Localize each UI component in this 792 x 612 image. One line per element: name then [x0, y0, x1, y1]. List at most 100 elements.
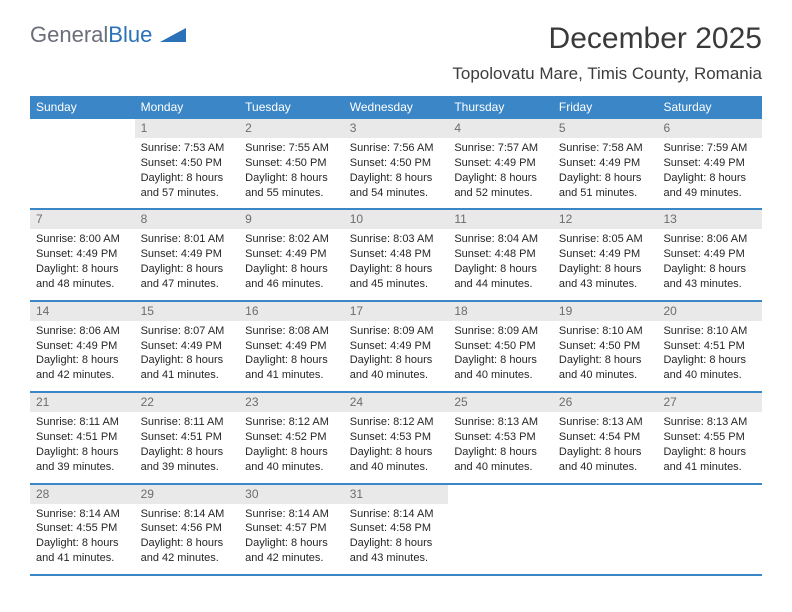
- sunset-text: Sunset: 4:49 PM: [36, 339, 129, 354]
- sunrise-text: Sunrise: 8:00 AM: [36, 232, 129, 247]
- calendar-day: 4Sunrise: 7:57 AMSunset: 4:49 PMDaylight…: [448, 119, 553, 208]
- day-number: 12: [553, 210, 658, 229]
- daylight-text: Daylight: 8 hours and 40 minutes.: [350, 353, 443, 383]
- calendar-header-cell: Friday: [553, 96, 658, 119]
- calendar-day: 11Sunrise: 8:04 AMSunset: 4:48 PMDayligh…: [448, 210, 553, 299]
- daylight-text: Daylight: 8 hours and 40 minutes.: [350, 445, 443, 475]
- sunset-text: Sunset: 4:50 PM: [559, 339, 652, 354]
- day-number: 1: [135, 119, 240, 138]
- calendar-day: 25Sunrise: 8:13 AMSunset: 4:53 PMDayligh…: [448, 393, 553, 482]
- day-number: 31: [344, 485, 449, 504]
- sunrise-text: Sunrise: 8:04 AM: [454, 232, 547, 247]
- sunset-text: Sunset: 4:55 PM: [36, 521, 129, 536]
- calendar-week: 14Sunrise: 8:06 AMSunset: 4:49 PMDayligh…: [30, 302, 762, 393]
- sunset-text: Sunset: 4:51 PM: [663, 339, 756, 354]
- daylight-text: Daylight: 8 hours and 42 minutes.: [36, 353, 129, 383]
- day-number: 20: [657, 302, 762, 321]
- day-number: 3: [344, 119, 449, 138]
- day-number: 25: [448, 393, 553, 412]
- day-number: 18: [448, 302, 553, 321]
- daylight-text: Daylight: 8 hours and 40 minutes.: [559, 445, 652, 475]
- sunset-text: Sunset: 4:49 PM: [663, 156, 756, 171]
- sunrise-text: Sunrise: 8:14 AM: [245, 507, 338, 522]
- daylight-text: Daylight: 8 hours and 48 minutes.: [36, 262, 129, 292]
- daylight-text: Daylight: 8 hours and 54 minutes.: [350, 171, 443, 201]
- calendar-header-cell: Monday: [135, 96, 240, 119]
- sunrise-text: Sunrise: 8:13 AM: [454, 415, 547, 430]
- calendar-day: 14Sunrise: 8:06 AMSunset: 4:49 PMDayligh…: [30, 302, 135, 391]
- sunrise-text: Sunrise: 8:10 AM: [663, 324, 756, 339]
- calendar-day: 16Sunrise: 8:08 AMSunset: 4:49 PMDayligh…: [239, 302, 344, 391]
- daylight-text: Daylight: 8 hours and 45 minutes.: [350, 262, 443, 292]
- calendar-day: 13Sunrise: 8:06 AMSunset: 4:49 PMDayligh…: [657, 210, 762, 299]
- sunset-text: Sunset: 4:53 PM: [454, 430, 547, 445]
- sunrise-text: Sunrise: 8:03 AM: [350, 232, 443, 247]
- sunrise-text: Sunrise: 8:05 AM: [559, 232, 652, 247]
- day-number: 5: [553, 119, 658, 138]
- daylight-text: Daylight: 8 hours and 46 minutes.: [245, 262, 338, 292]
- sunrise-text: Sunrise: 7:59 AM: [663, 141, 756, 156]
- daylight-text: Daylight: 8 hours and 41 minutes.: [36, 536, 129, 566]
- day-number: 2: [239, 119, 344, 138]
- sunrise-text: Sunrise: 8:14 AM: [36, 507, 129, 522]
- calendar-day: 19Sunrise: 8:10 AMSunset: 4:50 PMDayligh…: [553, 302, 658, 391]
- daylight-text: Daylight: 8 hours and 40 minutes.: [559, 353, 652, 383]
- daylight-text: Daylight: 8 hours and 44 minutes.: [454, 262, 547, 292]
- sunrise-text: Sunrise: 8:08 AM: [245, 324, 338, 339]
- calendar-header-cell: Thursday: [448, 96, 553, 119]
- day-number: 28: [30, 485, 135, 504]
- sunset-text: Sunset: 4:49 PM: [559, 247, 652, 262]
- sunrise-text: Sunrise: 8:01 AM: [141, 232, 234, 247]
- sunrise-text: Sunrise: 8:14 AM: [350, 507, 443, 522]
- sunrise-text: Sunrise: 8:14 AM: [141, 507, 234, 522]
- logo-triangle-icon: [160, 28, 186, 44]
- sunset-text: Sunset: 4:48 PM: [454, 247, 547, 262]
- calendar-day: 6Sunrise: 7:59 AMSunset: 4:49 PMDaylight…: [657, 119, 762, 208]
- calendar-day: 3Sunrise: 7:56 AMSunset: 4:50 PMDaylight…: [344, 119, 449, 208]
- calendar-day: 18Sunrise: 8:09 AMSunset: 4:50 PMDayligh…: [448, 302, 553, 391]
- daylight-text: Daylight: 8 hours and 40 minutes.: [663, 353, 756, 383]
- calendar-day: [657, 485, 762, 574]
- daylight-text: Daylight: 8 hours and 39 minutes.: [36, 445, 129, 475]
- daylight-text: Daylight: 8 hours and 43 minutes.: [350, 536, 443, 566]
- calendar-day: 30Sunrise: 8:14 AMSunset: 4:57 PMDayligh…: [239, 485, 344, 574]
- day-number: 14: [30, 302, 135, 321]
- sunrise-text: Sunrise: 8:12 AM: [350, 415, 443, 430]
- day-number: 10: [344, 210, 449, 229]
- sunrise-text: Sunrise: 8:11 AM: [141, 415, 234, 430]
- calendar-header-cell: Saturday: [657, 96, 762, 119]
- daylight-text: Daylight: 8 hours and 52 minutes.: [454, 171, 547, 201]
- calendar-day: 7Sunrise: 8:00 AMSunset: 4:49 PMDaylight…: [30, 210, 135, 299]
- calendar-day: 15Sunrise: 8:07 AMSunset: 4:49 PMDayligh…: [135, 302, 240, 391]
- sunrise-text: Sunrise: 8:12 AM: [245, 415, 338, 430]
- sunrise-text: Sunrise: 8:07 AM: [141, 324, 234, 339]
- day-number: 27: [657, 393, 762, 412]
- calendar-day: 27Sunrise: 8:13 AMSunset: 4:55 PMDayligh…: [657, 393, 762, 482]
- calendar-day: 24Sunrise: 8:12 AMSunset: 4:53 PMDayligh…: [344, 393, 449, 482]
- calendar-day: 23Sunrise: 8:12 AMSunset: 4:52 PMDayligh…: [239, 393, 344, 482]
- day-number: 16: [239, 302, 344, 321]
- logo-text-2: Blue: [108, 22, 152, 47]
- daylight-text: Daylight: 8 hours and 40 minutes.: [454, 353, 547, 383]
- calendar-header-row: SundayMondayTuesdayWednesdayThursdayFrid…: [30, 96, 762, 119]
- calendar-day: [553, 485, 658, 574]
- sunset-text: Sunset: 4:51 PM: [141, 430, 234, 445]
- calendar-day: 8Sunrise: 8:01 AMSunset: 4:49 PMDaylight…: [135, 210, 240, 299]
- sunset-text: Sunset: 4:52 PM: [245, 430, 338, 445]
- calendar-day: 5Sunrise: 7:58 AMSunset: 4:49 PMDaylight…: [553, 119, 658, 208]
- daylight-text: Daylight: 8 hours and 55 minutes.: [245, 171, 338, 201]
- sunset-text: Sunset: 4:49 PM: [454, 156, 547, 171]
- sunset-text: Sunset: 4:50 PM: [350, 156, 443, 171]
- daylight-text: Daylight: 8 hours and 42 minutes.: [245, 536, 338, 566]
- daylight-text: Daylight: 8 hours and 43 minutes.: [559, 262, 652, 292]
- calendar-day: 22Sunrise: 8:11 AMSunset: 4:51 PMDayligh…: [135, 393, 240, 482]
- day-number: 29: [135, 485, 240, 504]
- sunset-text: Sunset: 4:49 PM: [36, 247, 129, 262]
- calendar-day: 29Sunrise: 8:14 AMSunset: 4:56 PMDayligh…: [135, 485, 240, 574]
- calendar-day: 9Sunrise: 8:02 AMSunset: 4:49 PMDaylight…: [239, 210, 344, 299]
- sunset-text: Sunset: 4:55 PM: [663, 430, 756, 445]
- sunrise-text: Sunrise: 8:09 AM: [350, 324, 443, 339]
- sunset-text: Sunset: 4:56 PM: [141, 521, 234, 536]
- daylight-text: Daylight: 8 hours and 40 minutes.: [245, 445, 338, 475]
- calendar-week: 21Sunrise: 8:11 AMSunset: 4:51 PMDayligh…: [30, 393, 762, 484]
